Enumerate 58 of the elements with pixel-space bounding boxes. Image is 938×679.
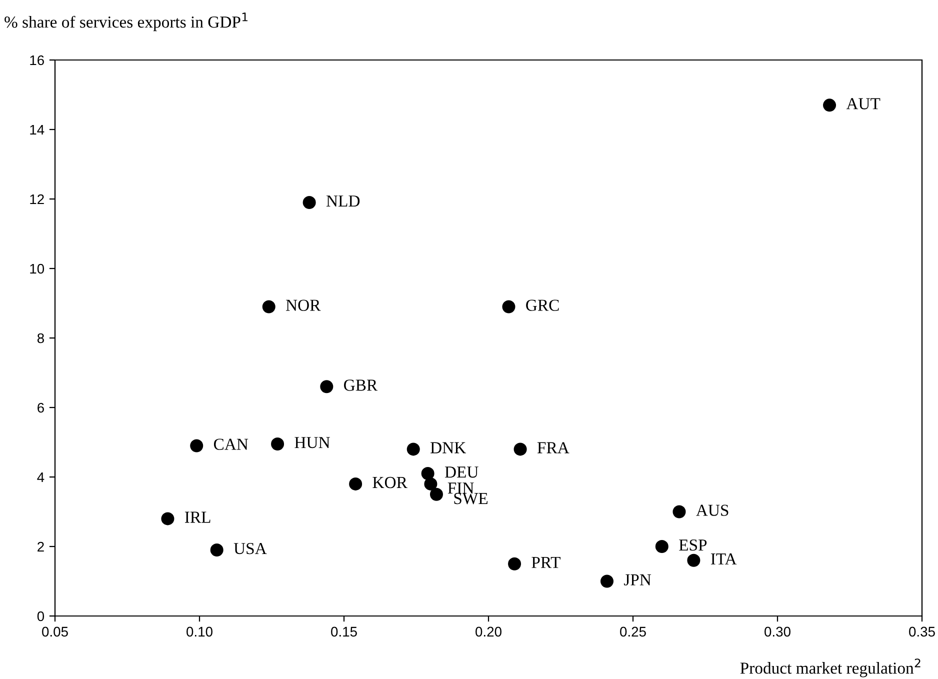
point	[302, 196, 316, 209]
point	[210, 543, 224, 556]
annotation: ITA	[710, 553, 737, 564]
point	[823, 98, 836, 112]
x-tick-label: 0.15	[331, 626, 357, 637]
y-axis-title: % share of services exports in GDP$^{1}$	[4, 12, 248, 32]
annotation: KOR	[372, 476, 408, 488]
annotation: AUS	[696, 504, 728, 516]
x-tick-label: 0.35	[909, 626, 935, 637]
x-tick-label: 0.30	[764, 626, 790, 637]
annotation: JPN	[624, 574, 652, 586]
point	[320, 380, 334, 394]
x-axis-title: Product market regulation$^{2}$	[740, 658, 920, 678]
point	[161, 512, 174, 526]
annotation: CAN	[214, 438, 248, 450]
point	[430, 488, 443, 501]
annotation: GRC	[526, 300, 559, 311]
y-tick-label: 16	[30, 55, 44, 66]
point	[406, 442, 420, 456]
x-tick-label: 0.25	[620, 626, 646, 637]
point	[271, 437, 284, 450]
annotation: HUN	[294, 437, 330, 448]
point	[687, 554, 700, 567]
annotation: ESP	[679, 539, 707, 551]
annotation: IRL	[184, 512, 210, 523]
point	[600, 574, 614, 588]
y-tick-label: 0	[37, 611, 44, 622]
point	[514, 442, 527, 456]
annotation: AUT	[846, 98, 880, 110]
y-tick-label: 2	[38, 542, 44, 552]
point	[655, 540, 668, 554]
annotation: PRT	[532, 556, 560, 568]
x-tick-label: 0.10	[186, 626, 212, 637]
annotation: SWE	[454, 492, 488, 504]
annotation: FIN	[448, 482, 474, 494]
y-tick-label: 10	[30, 264, 44, 274]
annotation: GBR	[344, 380, 378, 391]
annotation: FRA	[537, 442, 570, 454]
y-tick-label: 12	[30, 194, 44, 204]
annotation: DEU	[444, 466, 478, 478]
x-tick-label: 0.20	[476, 626, 502, 637]
annotation: DNK	[430, 442, 466, 454]
point	[424, 477, 438, 490]
annotation: NOR	[286, 300, 321, 311]
point	[672, 505, 686, 518]
y-tick-label: 14	[30, 124, 44, 135]
point	[421, 467, 434, 480]
annotation: NLD	[326, 196, 360, 207]
x-tick-label: 0.05	[42, 626, 68, 637]
point	[262, 300, 276, 314]
y-tick-label: 6	[38, 402, 44, 413]
y-tick-label: 4	[37, 472, 44, 482]
point	[190, 439, 204, 452]
point	[349, 477, 362, 490]
y-tick-label: 8	[37, 333, 44, 344]
point	[502, 300, 516, 314]
point	[508, 557, 522, 570]
annotation: USA	[234, 542, 267, 554]
